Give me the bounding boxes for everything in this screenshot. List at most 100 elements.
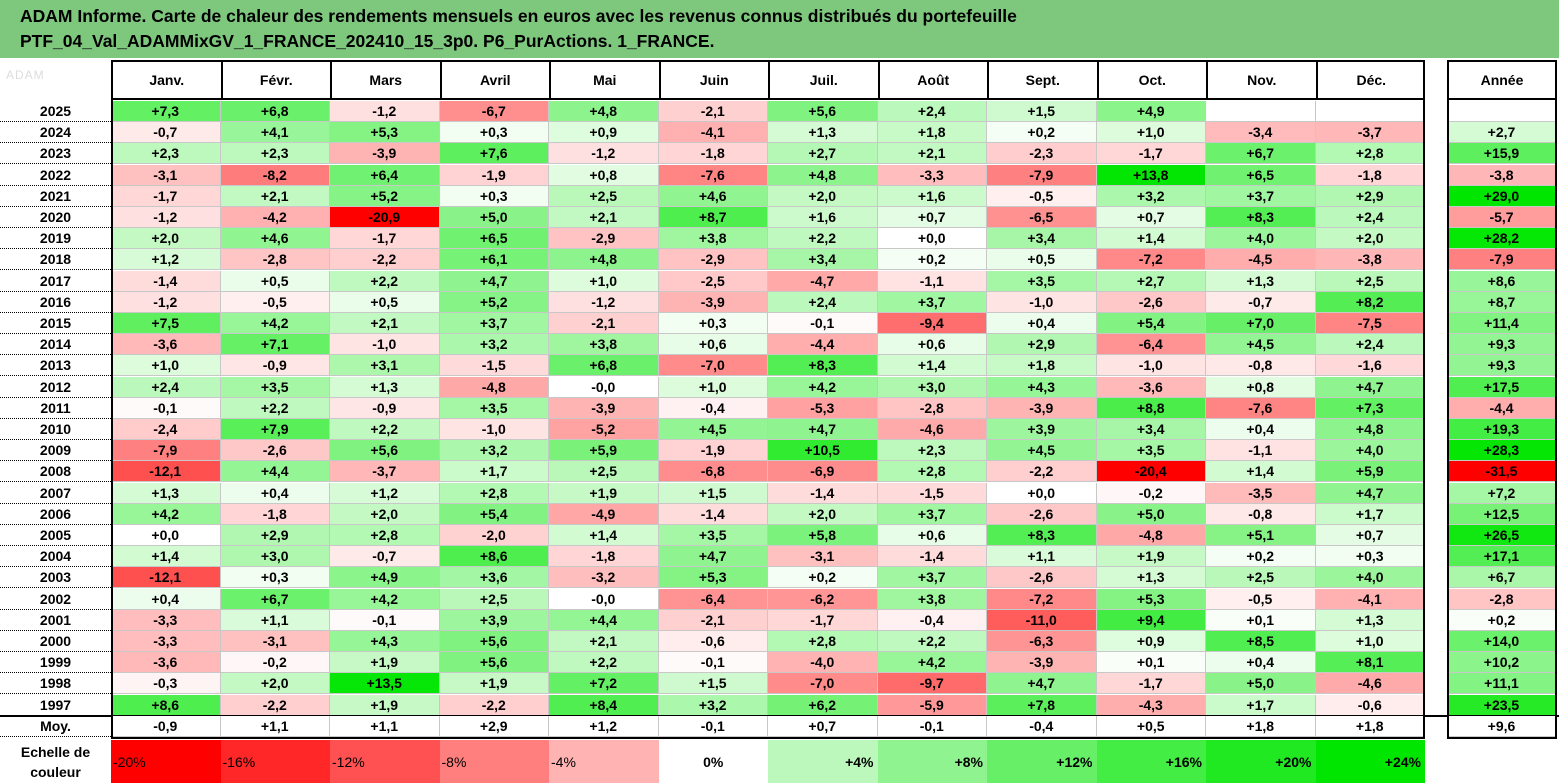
- annual-cell: +11,1: [1447, 673, 1557, 695]
- heatmap-cell: +6,1: [439, 249, 549, 271]
- average-cell: +1,1: [330, 715, 440, 737]
- heatmap-cell: -8,2: [220, 164, 330, 186]
- heatmap-cell: -3,3: [877, 164, 987, 186]
- heatmap-cell: +2,0: [768, 185, 878, 207]
- heatmap-cell: +1,2: [330, 482, 440, 504]
- heatmap-cell: -0,0: [549, 588, 659, 610]
- annual-cell: +12,5: [1447, 503, 1557, 525]
- color-scale-step: 0%: [658, 740, 768, 783]
- heatmap-cell: -20,4: [1096, 461, 1206, 483]
- year-label: 2008: [0, 461, 111, 483]
- average-cell: +0,5: [1096, 715, 1206, 737]
- heatmap-cell: -5,3: [768, 397, 878, 419]
- color-scale-label-line2: couleur: [30, 763, 81, 780]
- year-column-header: Année: [1447, 60, 1557, 100]
- heatmap-cell: +0,6: [658, 334, 768, 356]
- heatmap-cell: +2,0: [330, 503, 440, 525]
- heatmap-cell: +2,2: [330, 270, 440, 292]
- heatmap-cell: +4,8: [768, 164, 878, 186]
- heatmap-cell: -0,5: [987, 185, 1097, 207]
- heatmap-cell: -2,2: [220, 694, 330, 716]
- heatmap-cell: +2,0: [1315, 228, 1425, 250]
- heatmap-cell: +8,3: [1206, 207, 1316, 228]
- heatmap-cell: +4,7: [439, 270, 549, 292]
- heatmap-cell: +4,3: [330, 631, 440, 652]
- heatmap-cell: -1,0: [330, 334, 440, 356]
- heatmap-cell: -7,6: [1206, 397, 1316, 419]
- title-line-2: PTF_04_Val_ADAMMixGV_1_FRANCE_202410_15_…: [20, 31, 715, 51]
- heatmap-cell: +5,6: [330, 440, 440, 462]
- heatmap-cell: +0,7: [1096, 207, 1206, 228]
- month-header-6: Juil.: [768, 60, 878, 100]
- heatmap-cell: +1,4: [111, 546, 221, 568]
- heatmap-cell: +1,9: [330, 652, 440, 674]
- heatmap-cell: +0,3: [439, 185, 549, 207]
- heatmap-cell: +8,3: [987, 525, 1097, 546]
- heatmap-cell: -2,4: [111, 419, 221, 440]
- year-label: 2007: [0, 483, 111, 504]
- heatmap-cell: +1,3: [111, 482, 221, 504]
- year-label: 2012: [0, 377, 111, 398]
- annual-cell: -5,7: [1447, 207, 1557, 228]
- month-header-1: Févr.: [220, 60, 330, 100]
- heatmap-cell: -6,4: [658, 588, 768, 610]
- heatmap-cell: -0,9: [220, 355, 330, 377]
- heatmap-cell: +6,8: [549, 355, 659, 377]
- heatmap-cell: +2,5: [1206, 567, 1316, 589]
- heatmap-cell: +4,8: [549, 101, 659, 122]
- heatmap-cell: +3,7: [1206, 185, 1316, 207]
- heatmap-cell: +0,0: [877, 228, 987, 250]
- annual-cell: +17,5: [1447, 376, 1557, 398]
- heatmap-cell: +4,1: [220, 122, 330, 144]
- heatmap-cell: -1,2: [111, 207, 221, 228]
- month-header-7: Août: [877, 60, 987, 100]
- heatmap-cell: -1,2: [549, 143, 659, 165]
- heatmap-cell: +2,2: [330, 419, 440, 440]
- heatmap-cell: +2,9: [987, 334, 1097, 356]
- heatmap-cell: -1,7: [330, 228, 440, 250]
- heatmap-cell: +4,4: [220, 461, 330, 483]
- heatmap-cell: -7,0: [768, 673, 878, 695]
- heatmap-cell: -3,6: [111, 334, 221, 356]
- heatmap-cell: +3,7: [439, 313, 549, 334]
- heatmap-cell: +1,3: [768, 122, 878, 144]
- year-label: 2019: [0, 228, 111, 250]
- heatmap-cell: +2,5: [549, 461, 659, 483]
- heatmap-cell: -0,1: [768, 313, 878, 334]
- heatmap-cell: -2,6: [220, 440, 330, 462]
- heatmap-cell: +8,1: [1315, 652, 1425, 674]
- year-label: 2024: [0, 122, 111, 144]
- annual-cell: +14,0: [1447, 631, 1557, 652]
- heatmap-cell: +0,3: [1315, 546, 1425, 568]
- heatmap-cell: -1,8: [1315, 164, 1425, 186]
- average-cell: -0,1: [658, 715, 768, 737]
- heatmap-cell: +4,9: [330, 567, 440, 589]
- heatmap-cell: +7,5: [111, 313, 221, 334]
- average-cell: -0,4: [987, 715, 1097, 737]
- heatmap-cell: +3,4: [768, 249, 878, 271]
- heatmap-cell: -1,7: [111, 185, 221, 207]
- heatmap-cell: -12,1: [111, 567, 221, 589]
- heatmap-cell: +1,0: [1096, 122, 1206, 144]
- color-scale-step: +4%: [768, 740, 878, 783]
- heatmap-cell: +4,2: [768, 376, 878, 398]
- heatmap-cell: +4,7: [1315, 376, 1425, 398]
- heatmap-cell: +2,1: [877, 143, 987, 165]
- heatmap-cell: +3,7: [877, 291, 987, 313]
- heatmap-cell: -4,8: [439, 376, 549, 398]
- heatmap-cell: +7,3: [1315, 397, 1425, 419]
- heatmap-cell: -1,7: [768, 609, 878, 631]
- heatmap-cell: +1,1: [220, 609, 330, 631]
- heatmap-cell: -0,1: [658, 652, 768, 674]
- heatmap-cell: +1,9: [1096, 546, 1206, 568]
- heatmap-cell: +5,2: [439, 291, 549, 313]
- heatmap-cell: +0,5: [220, 270, 330, 292]
- heatmap-cell: +3,2: [658, 694, 768, 716]
- heatmap-cell: +6,8: [220, 101, 330, 122]
- heatmap-cell: -3,9: [549, 397, 659, 419]
- heatmap-cell: +3,0: [220, 546, 330, 568]
- heatmap-cell: -20,9: [330, 207, 440, 228]
- heatmap-cell: +2,8: [768, 631, 878, 652]
- heatmap-cell: +7,2: [549, 673, 659, 695]
- month-header-11: Déc.: [1315, 60, 1425, 100]
